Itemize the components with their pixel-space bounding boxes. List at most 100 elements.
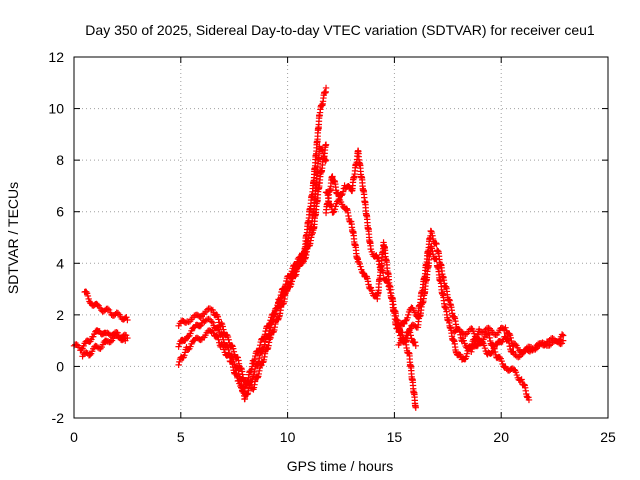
plot-frame xyxy=(73,56,609,419)
data-point xyxy=(558,331,566,338)
y-axis-label: SDTVAR / TECUs xyxy=(5,182,21,294)
data-point xyxy=(433,240,440,248)
series-trace-b xyxy=(79,331,131,360)
data-point xyxy=(283,287,290,294)
data-point xyxy=(267,317,274,324)
data-point xyxy=(288,275,295,282)
data-point xyxy=(175,343,182,350)
data-point xyxy=(277,297,285,304)
x-tick-label: 5 xyxy=(177,429,185,445)
data-point xyxy=(505,339,513,347)
data-point xyxy=(395,328,402,336)
data-point xyxy=(104,305,111,313)
data-point xyxy=(255,348,262,355)
x-tick-label: 25 xyxy=(600,429,616,445)
y-tick-label: 4 xyxy=(56,255,64,271)
data-point xyxy=(230,348,238,355)
data-point xyxy=(124,316,131,324)
data-point xyxy=(83,288,90,296)
data-point xyxy=(460,337,467,344)
data-point xyxy=(468,343,475,351)
data-point xyxy=(486,334,493,342)
data-point xyxy=(213,332,221,339)
data-point xyxy=(271,311,278,318)
data-point xyxy=(266,320,274,327)
y-tick-label: 6 xyxy=(56,204,64,220)
data-point xyxy=(357,263,364,270)
data-point xyxy=(209,319,217,326)
data-point xyxy=(105,306,113,314)
data-point xyxy=(506,330,513,338)
grid-lines xyxy=(74,57,608,418)
y-tick-label: 8 xyxy=(56,152,64,168)
data-point xyxy=(411,339,419,346)
data-point xyxy=(277,300,284,307)
data-point xyxy=(262,327,269,335)
data-point xyxy=(504,336,512,343)
data-point xyxy=(433,256,440,263)
data-point xyxy=(292,266,300,273)
data-point xyxy=(122,332,130,339)
x-tick-label: 20 xyxy=(493,429,509,445)
data-point xyxy=(469,327,477,335)
data-point xyxy=(412,404,419,411)
data-point xyxy=(404,314,411,321)
data-point xyxy=(215,316,222,323)
data-point xyxy=(368,287,375,294)
data-point xyxy=(512,369,520,376)
series-trace-f xyxy=(175,141,330,392)
data-point xyxy=(406,326,413,333)
x-tick-label: 15 xyxy=(387,429,403,445)
data-point xyxy=(405,311,412,319)
data-point xyxy=(261,331,269,338)
data-point xyxy=(463,350,471,357)
data-point xyxy=(252,352,259,360)
data-point xyxy=(518,376,525,383)
data-point xyxy=(502,324,509,331)
data-point xyxy=(219,323,226,330)
x-tick-label: 10 xyxy=(280,429,296,445)
data-point xyxy=(273,307,280,315)
data-point xyxy=(513,371,521,379)
data-point xyxy=(332,203,339,210)
data-point xyxy=(175,361,182,369)
data-point xyxy=(283,284,291,291)
data-point xyxy=(404,331,412,339)
y-tick-label: 0 xyxy=(56,358,64,374)
data-point xyxy=(467,345,474,352)
data-point xyxy=(404,334,411,342)
y-tick-label: 10 xyxy=(48,101,64,117)
data-point xyxy=(463,353,470,360)
data-point xyxy=(462,331,469,338)
data-point xyxy=(281,291,289,298)
x-tick-label: 0 xyxy=(70,429,78,445)
y-tick-label: -2 xyxy=(52,410,65,426)
data-point xyxy=(481,345,489,352)
data-point xyxy=(185,333,192,341)
data-point xyxy=(412,342,419,349)
data-point xyxy=(225,351,233,359)
data-point xyxy=(107,338,114,346)
data-point xyxy=(86,351,94,359)
series-trace-k xyxy=(451,325,567,361)
data-point xyxy=(208,318,215,325)
series-trace-c xyxy=(81,288,131,324)
data-point xyxy=(256,341,264,349)
data-point xyxy=(529,347,536,354)
data-points xyxy=(70,84,567,411)
data-point xyxy=(235,377,242,384)
data-point xyxy=(517,351,525,359)
data-point xyxy=(206,305,214,312)
axis-ticks: 0 5 10 15 20 25 -2 0 2 4 6 8 10 12 xyxy=(48,49,616,445)
data-point xyxy=(124,334,131,342)
data-point xyxy=(256,345,263,352)
data-point xyxy=(260,335,267,342)
data-point xyxy=(251,356,258,363)
y-tick-label: 12 xyxy=(48,49,64,65)
data-point xyxy=(485,331,493,339)
data-point xyxy=(396,332,404,339)
data-point xyxy=(318,146,325,153)
y-tick-label: 2 xyxy=(56,307,64,323)
